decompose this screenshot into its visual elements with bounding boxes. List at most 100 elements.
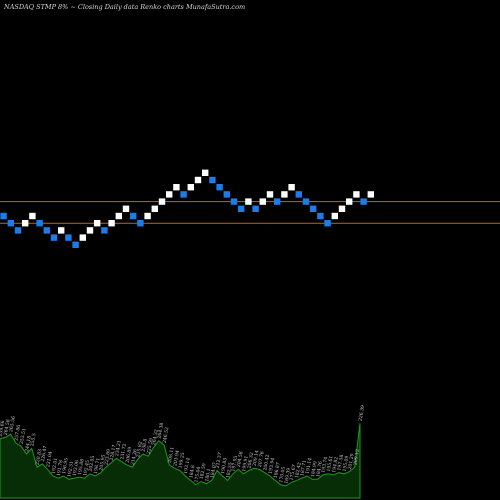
volume-label: 209.14 — [252, 450, 261, 467]
renko-brick-up — [194, 176, 202, 184]
volume-label: 184.07 — [209, 462, 218, 479]
volume-label: 182.42 — [294, 462, 303, 479]
renko-brick-up — [281, 191, 288, 198]
volume-label: 180.1 — [204, 468, 212, 482]
volume-label: 191.14 — [305, 457, 314, 474]
volume-label: 203.94 — [172, 450, 181, 467]
renko-brick-down — [324, 220, 331, 227]
volume-label: 212.37 — [215, 452, 224, 469]
renko-brick-down — [230, 198, 238, 205]
renko-brick-up — [86, 227, 94, 234]
volume-label: 195.09 — [342, 455, 351, 472]
renko-brick-down — [310, 205, 317, 212]
renko-brick-down — [0, 212, 7, 220]
renko-brick-down — [223, 191, 230, 198]
chart-title: NASDAQ STMP 8% ~ Closing Daily data Renk… — [3, 3, 245, 11]
volume-label: 182.59 — [199, 463, 208, 480]
renko-brick-up — [151, 205, 158, 212]
volume-label: 265.56 — [8, 416, 17, 433]
renko-brick-down — [216, 184, 223, 191]
volume-label: 234.21 — [114, 440, 123, 457]
volume-label: 246.52 — [162, 427, 171, 444]
volume-label: 209.12 — [352, 449, 361, 466]
renko-brick-down — [252, 205, 259, 212]
volume-label: 192.31 — [66, 461, 75, 478]
volume-label: 205.95 — [98, 454, 107, 471]
renko-brick-up — [94, 220, 101, 227]
renko-brick-up — [338, 205, 346, 212]
volume-label: 184.99 — [310, 461, 319, 478]
renko-brick-down — [137, 220, 144, 227]
volume-label: 264.38 — [156, 422, 165, 439]
volume-label: 193.94 — [268, 457, 277, 474]
volume-label: 206.32 — [246, 452, 255, 469]
volume-label: 199.91 — [241, 455, 250, 472]
volume-label: 226.47 — [40, 445, 49, 462]
renko-brick-down — [180, 191, 187, 198]
renko-brick-up — [173, 184, 180, 191]
renko-brick-up — [29, 212, 36, 220]
volume-label: 255.5 — [29, 433, 37, 447]
renko-brick-up — [288, 184, 295, 191]
volume-label: 207.78 — [257, 451, 266, 468]
volume-label: 221.04 — [45, 451, 54, 468]
volume-label: 253.51 — [19, 428, 28, 445]
renko-bricks — [0, 169, 374, 248]
renko-brick-up — [245, 198, 252, 205]
volume-label: 193.06 — [72, 460, 81, 477]
volume-label: 175.04 — [193, 466, 202, 483]
renko-brick-down — [36, 220, 43, 227]
renko-brick-down — [14, 227, 22, 234]
renko-brick-up — [108, 220, 115, 227]
renko-brick-down — [72, 241, 79, 248]
volume-label: 170.05 — [278, 466, 287, 483]
renko-brick-up — [58, 227, 65, 234]
renko-brick-up — [144, 212, 151, 220]
volume-label: 202.05 — [88, 455, 97, 472]
volume-label: 259.66 — [0, 420, 6, 437]
volume-label: 228.17 — [109, 444, 118, 461]
volume-label: 231.72 — [119, 443, 128, 460]
renko-brick-down — [43, 227, 50, 234]
volume-label: 208.11 — [167, 446, 176, 463]
renko-brick-down — [360, 198, 367, 205]
volume-label: 175.67 — [289, 464, 298, 481]
renko-brick-up — [367, 191, 374, 198]
volume-label: 264.32 — [151, 429, 160, 446]
renko-brick-up — [22, 220, 29, 227]
volume-label: 197.58 — [336, 454, 345, 471]
renko-brick-up — [122, 205, 130, 212]
renko-brick-down — [295, 191, 302, 198]
renko-brick-up — [166, 191, 173, 198]
volume-label: 193.14 — [183, 457, 192, 474]
volume-label: 193.74 — [321, 456, 330, 473]
volume-label: 182.55 — [225, 462, 234, 479]
volume-label: 220.83 — [35, 449, 44, 466]
renko-brick-up — [158, 198, 166, 205]
volume-label: 244.18 — [24, 435, 33, 452]
volume-label: 264.58 — [3, 419, 12, 436]
volume-label: 192.45 — [82, 460, 91, 477]
volume-label: 225.59 — [146, 438, 155, 455]
volume-label: 215.82 — [135, 441, 144, 458]
renko-brick-up — [266, 191, 274, 198]
renko-brick-up — [331, 212, 338, 220]
volume-label: 238.8 — [141, 438, 149, 452]
volume-label: 184.76 — [315, 461, 324, 478]
renko-brick-down — [317, 212, 324, 220]
renko-brick-down — [7, 220, 14, 227]
renko-brick-up — [187, 184, 194, 191]
renko-brick-up — [346, 198, 353, 205]
volume-label: 223.89 — [103, 449, 112, 466]
volume-label: 200.42 — [262, 454, 271, 471]
renko-brick-down — [238, 205, 245, 212]
renko-brick-down — [209, 176, 216, 184]
volume-area — [0, 423, 361, 499]
renko-brick-up — [259, 198, 266, 205]
volume-label: 214.26 — [130, 449, 139, 466]
volume-label: 186.87 — [273, 462, 282, 479]
volume-label: 192.01 — [51, 457, 60, 474]
renko-brick-down — [130, 212, 137, 220]
